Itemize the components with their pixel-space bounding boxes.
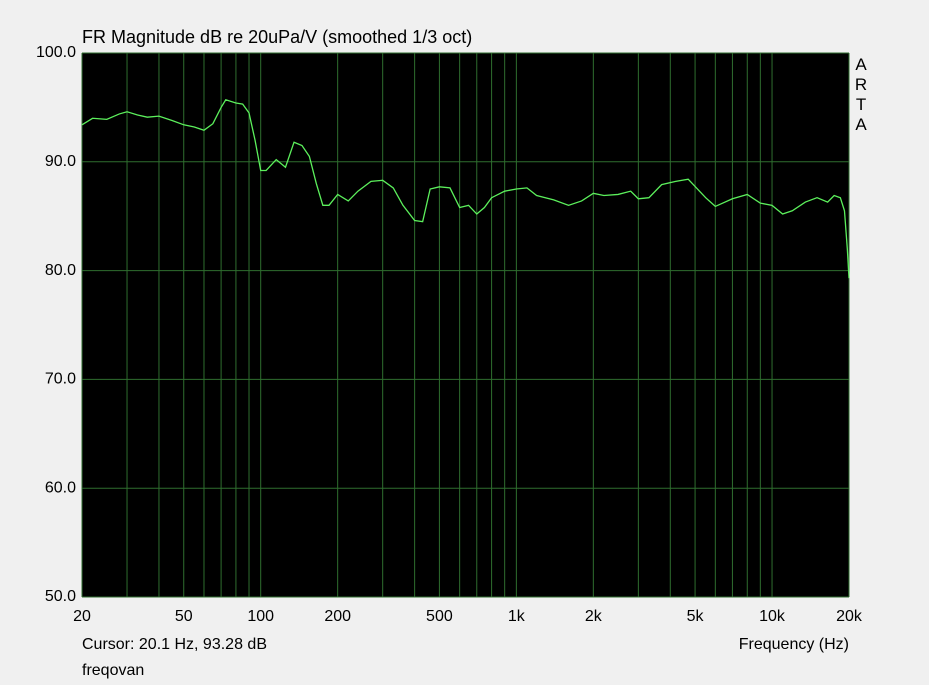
y-tick-label: 50.0 [45,588,76,605]
x-tick-label: 2k [585,608,603,625]
chart-title: FR Magnitude dB re 20uPa/V (smoothed 1/3… [82,27,472,47]
y-tick-label: 90.0 [45,153,76,170]
y-tick-label: 80.0 [45,262,76,279]
y-tick-label: 100.0 [36,44,76,61]
fr-curve [81,99,850,279]
x-tick-label: 500 [426,608,453,625]
cursor-readout: Cursor: 20.1 Hz, 93.28 dB [82,636,267,653]
x-tick-label: 5k [687,608,705,625]
x-tick-label: 20k [836,608,863,625]
watermark: ARTA [852,55,871,135]
x-tick-label: 100 [247,608,274,625]
y-tick-label: 60.0 [45,479,76,496]
plot-area [82,53,849,597]
x-axis-label: Frequency (Hz) [739,636,849,653]
x-tick-label: 1k [508,608,526,625]
footer-text: freqovan [82,662,144,679]
x-tick-label: 50 [175,608,193,625]
x-tick-label: 200 [324,608,351,625]
y-tick-label: 70.0 [45,371,76,388]
x-tick-label: 10k [759,608,786,625]
x-tick-label: 20 [73,608,91,625]
